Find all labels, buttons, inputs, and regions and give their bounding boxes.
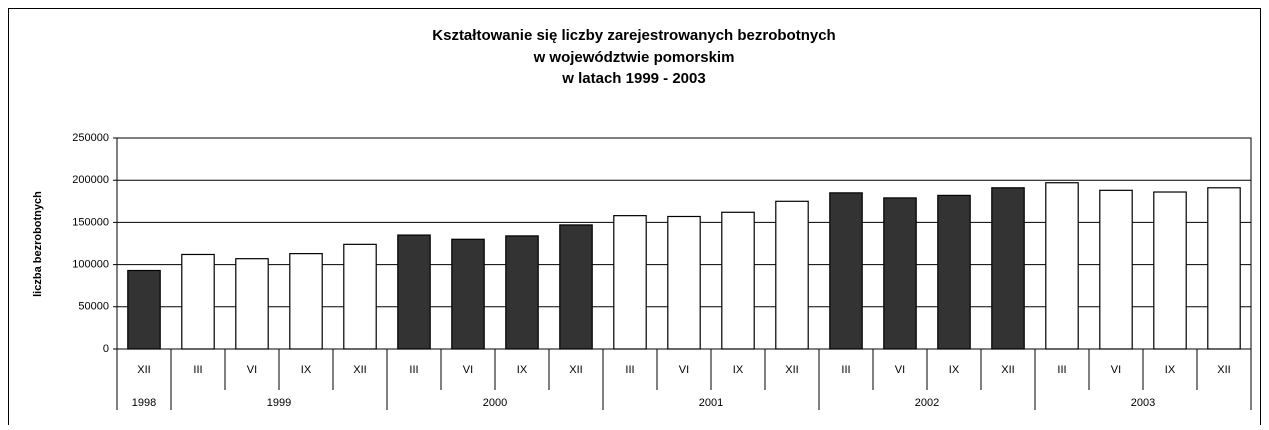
group-label: 2003 [1131,397,1155,409]
bar [289,253,323,350]
group-label: 2002 [915,397,939,409]
x-tick-label: VI [463,364,473,376]
x-tick-label: IX [1165,364,1176,376]
x-tick-label: III [841,364,850,376]
x-tick-label: IX [949,364,960,376]
chart-title: w województwie pomorskim [533,49,735,66]
bar [181,253,215,350]
bar [397,234,431,350]
bar [1207,187,1241,350]
x-tick-label: III [1057,364,1066,376]
x-tick-label: VI [1111,364,1121,376]
x-tick-label: IX [733,364,744,376]
bar [127,269,161,350]
x-tick-label: XII [1001,364,1014,376]
x-tick-label: XII [1217,364,1230,376]
bar [667,215,701,350]
y-axis-label: liczba bezrobotnych [32,191,44,297]
y-tick-label: 150000 [72,216,109,228]
bar [559,224,593,350]
group-label: 2000 [483,397,507,409]
bar [451,238,485,350]
x-tick-label: XII [353,364,366,376]
x-tick-label: XII [569,364,582,376]
group-label: 1998 [132,397,156,409]
x-tick-label: III [193,364,202,376]
bar [775,200,809,350]
bar [505,235,539,350]
bar [883,197,917,350]
chart-title: w latach 1999 - 2003 [561,70,705,87]
chart-title: Kształtowanie się liczby zarejestrowanyc… [432,27,835,44]
x-tick-label: VI [679,364,689,376]
bar [1045,182,1079,350]
bar [1099,189,1133,350]
x-tick-label: III [625,364,634,376]
bar [343,243,377,350]
y-tick-label: 50000 [78,301,109,313]
y-tick-label: 0 [103,343,109,355]
x-tick-label: III [409,364,418,376]
bar [235,258,269,350]
x-tick-label: VI [247,364,257,376]
bar [937,194,971,350]
group-label: 1999 [267,397,291,409]
group-label: 2001 [699,397,723,409]
x-tick-label: IX [517,364,528,376]
y-tick-label: 250000 [72,132,109,144]
bar [1153,191,1187,350]
y-tick-label: 200000 [72,174,109,186]
x-tick-label: XII [785,364,798,376]
x-tick-label: VI [895,364,905,376]
x-tick-label: XII [137,364,150,376]
bar [829,192,863,350]
bar [991,187,1025,350]
bar [613,215,647,350]
x-tick-label: IX [301,364,312,376]
bar [721,211,755,350]
y-tick-label: 100000 [72,259,109,271]
